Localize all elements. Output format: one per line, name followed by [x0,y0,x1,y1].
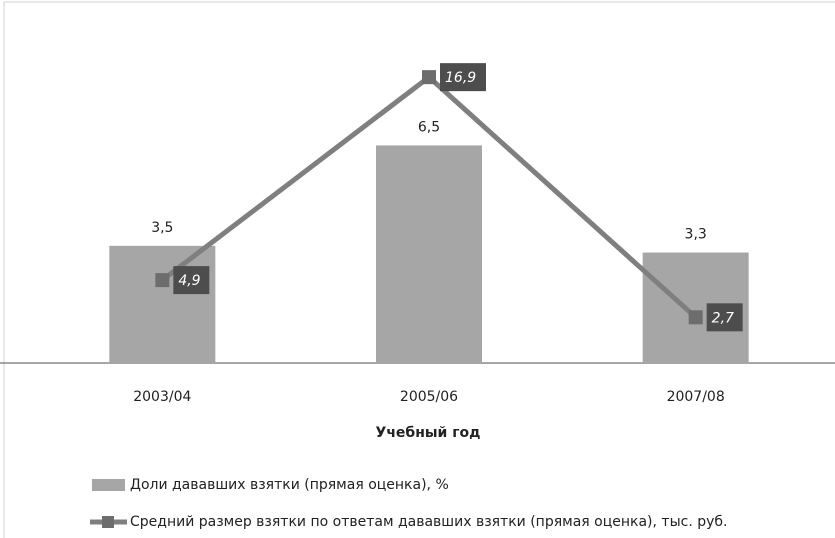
label-box [706,303,743,332]
line-value-label: 16,9 [445,70,476,86]
line-value-label: 4,9 [178,273,200,289]
label-box [173,266,210,295]
line-marker [688,310,703,325]
legend-label: Средний размер взятки по ответам дававши… [130,514,727,530]
legend-swatch [92,479,125,491]
x-axis-title: Учебный год [376,425,481,441]
legend-label: Доли дававших взятки (прямая оценка), % [130,477,449,493]
line-value-label: 2,7 [712,310,734,326]
x-tick-label: 2007/08 [667,389,725,405]
legend-swatch [102,516,114,528]
x-tick-label: 2003/04 [133,389,191,405]
bar-value-label: 3,3 [685,227,707,243]
bar-value-label: 6,5 [418,119,440,135]
bar [109,245,216,363]
label-box [440,63,486,92]
x-tick-label: 2005/06 [400,389,458,405]
line-marker [155,273,170,288]
line-marker [422,70,436,85]
bar [376,145,482,363]
bar-value-label: 3,5 [151,220,173,236]
